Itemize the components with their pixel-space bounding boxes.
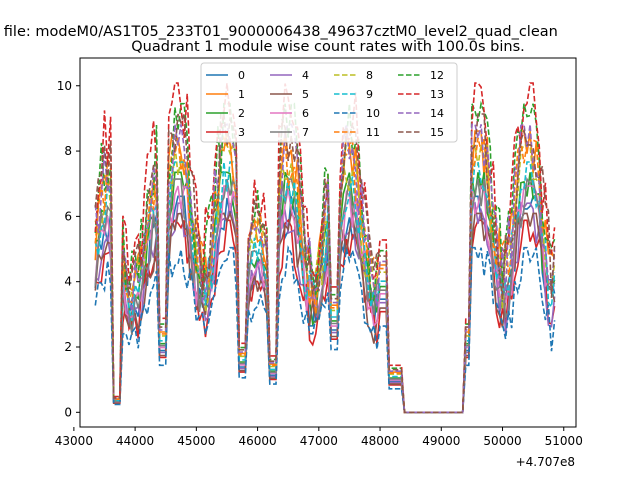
x-tick-label: 43000	[55, 434, 93, 448]
series-line-6	[94, 184, 556, 414]
x-tick-label: 51000	[545, 434, 583, 448]
series-line-14	[94, 123, 556, 414]
x-tick-label: 48000	[361, 434, 399, 448]
series-line-2	[95, 171, 556, 414]
legend-label-1: 1	[238, 88, 245, 101]
y-tick-label: 6	[64, 209, 72, 223]
series-line-10	[94, 244, 556, 414]
legend-label-6: 6	[302, 107, 309, 120]
series-line-15	[94, 113, 556, 414]
legend-frame	[200, 62, 458, 143]
y-tick-label: 8	[64, 144, 72, 158]
figure-suptitle: n file: modeM0/AS1T05_233T01_9000006438_…	[0, 24, 558, 40]
x-tick-label: 50000	[483, 434, 521, 448]
y-tick-label: 10	[57, 79, 72, 93]
legend-label-9: 9	[366, 88, 373, 101]
legend-label-2: 2	[238, 107, 245, 120]
legend-label-7: 7	[302, 126, 309, 139]
series-layer	[94, 82, 556, 414]
y-tick-label: 0	[64, 405, 72, 419]
x-tick-label: 46000	[238, 434, 276, 448]
x-tick-label: 45000	[177, 434, 215, 448]
legend-label-11: 11	[366, 126, 380, 139]
legend-label-4: 4	[302, 69, 309, 82]
plot-frame	[79, 57, 577, 428]
y-tick-label: 4	[64, 275, 72, 289]
legend-label-12: 12	[430, 69, 444, 82]
x-tick-label: 49000	[422, 434, 460, 448]
legend-label-10: 10	[366, 107, 380, 120]
x-tick-label: 47000	[300, 434, 338, 448]
series-line-9	[94, 161, 556, 414]
x-tick-label: 44000	[116, 434, 154, 448]
y-tick-label: 2	[64, 340, 72, 354]
x-offset-label: +4.707e8	[516, 455, 575, 469]
chart-title: Quadrant 1 module wise count rates with …	[131, 39, 525, 55]
legend-label-13: 13	[430, 88, 444, 101]
y-axis: 0 2 4 6 8 10	[57, 79, 80, 419]
x-axis: 43000 44000 45000 46000 47000 48000 49000 50000…	[55, 427, 583, 448]
legend-label-5: 5	[302, 88, 309, 101]
legend-label-8: 8	[366, 69, 373, 82]
legend-label-3: 3	[238, 126, 245, 139]
legend-label-0: 0	[238, 69, 245, 82]
legend-label-15: 15	[430, 126, 444, 139]
legend-label-14: 14	[430, 107, 444, 120]
